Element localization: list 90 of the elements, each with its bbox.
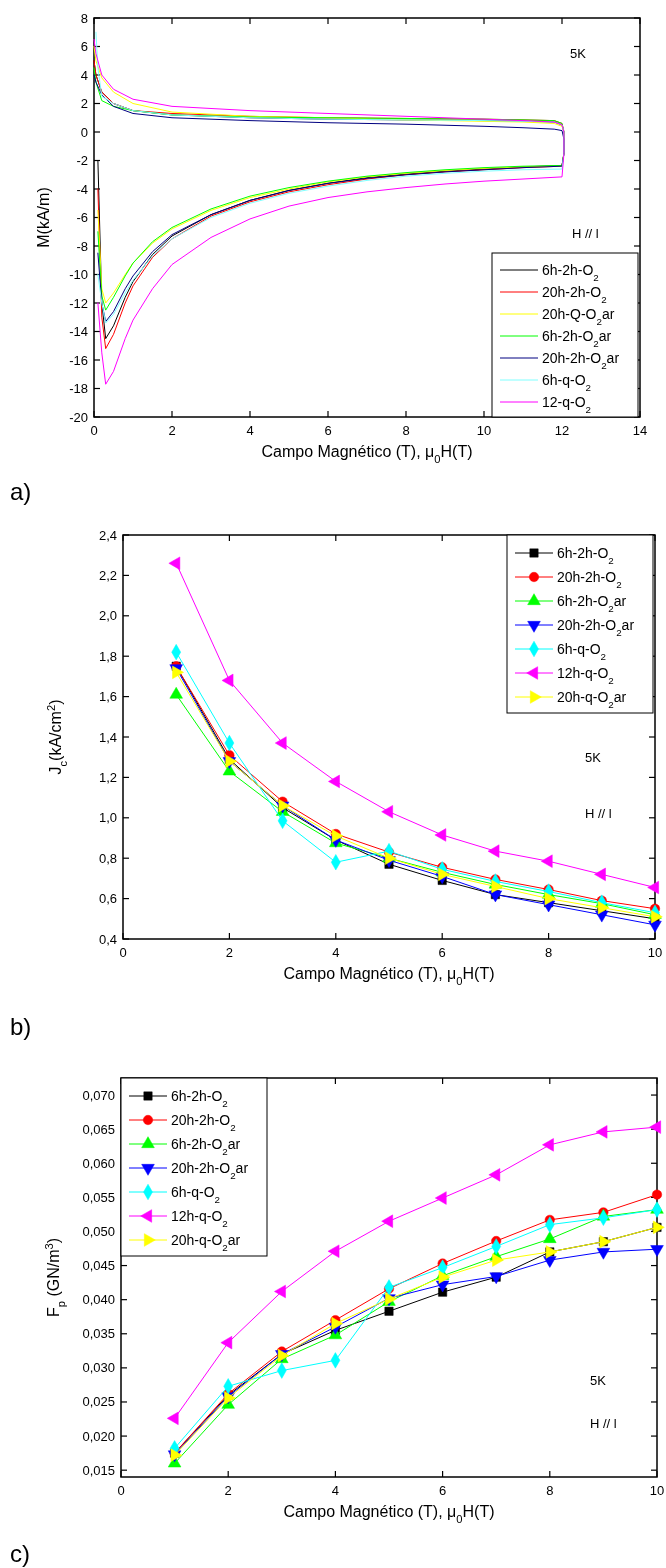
legend-label: 6h-q-O$_{2}$	[171, 1184, 221, 1205]
y-tick-label: 0,055	[82, 1189, 115, 1205]
legend-label: 6h-2h-O$_{2}$ar	[557, 593, 627, 614]
y-tick-label: 0	[80, 124, 88, 140]
legend-label: 20h-2h-O$_{2}$	[557, 569, 622, 590]
y-tick-label: 0,4	[98, 931, 117, 947]
x-axis-title: Campo Magnético (T), μ$_{0}$H(T)	[283, 1503, 495, 1525]
y-tick-label: 1,6	[98, 689, 117, 705]
annotation: 5K	[570, 46, 587, 61]
legend-label: 6h-q-O$_{2}$	[557, 641, 607, 662]
legend-label: 6h-2h-O$_{2}$ar	[542, 328, 612, 349]
x-tick-label: 4	[332, 945, 340, 960]
y-tick-label: 0,015	[82, 1462, 115, 1478]
y-tick-label: 0,065	[82, 1121, 115, 1137]
legend-label: 20h-Q-O$_{2}$ar	[542, 306, 615, 327]
x-tick-label: 2	[168, 423, 176, 438]
y-tick-label: 0,060	[82, 1155, 115, 1171]
y-tick-label: -8	[76, 238, 88, 254]
legend-label: 6h-2h-O$_{2}$	[542, 262, 599, 283]
x-tick-label: 10	[476, 423, 492, 438]
y-tick-label: 0,035	[82, 1326, 115, 1342]
y-tick-label: 0,8	[98, 850, 117, 866]
y-tick-label: -12	[69, 295, 88, 311]
y-tick-label: 0,020	[82, 1428, 115, 1444]
x-tick-label: 4	[331, 1483, 340, 1498]
y-tick-label: 4	[80, 67, 88, 83]
x-tick-label: 8	[546, 1483, 554, 1498]
x-tick-label: 6	[324, 423, 332, 438]
x-tick-label: 2	[225, 945, 234, 960]
y-tick-label: 0,6	[98, 891, 117, 907]
x-tick-label: 8	[402, 423, 410, 438]
legend-label: 20h-2h-O$_{2}$ar	[542, 350, 620, 371]
y-tick-label: 0,040	[82, 1292, 115, 1308]
y-tick-label: -20	[69, 409, 88, 425]
legend-label: 20h-q-O$_{2}$ar	[171, 1232, 241, 1253]
x-tick-label: 2	[224, 1483, 232, 1498]
y-tick-label: -6	[76, 210, 88, 225]
x-tick-label: 6	[438, 945, 446, 960]
y-tick-label: 1,0	[98, 810, 117, 826]
legend-label: 6h-2h-O$_{2}$	[171, 1088, 228, 1109]
annotation: 5K	[585, 750, 602, 765]
annotation: H // l	[572, 226, 599, 241]
x-tick-label: 0	[119, 945, 127, 960]
legend-label: 12h-q-O$_{2}$	[171, 1208, 228, 1229]
legend-label: 6h-q-O$_{2}$	[542, 372, 592, 393]
text: c)	[10, 1540, 30, 1567]
legend-label: 20h-2h-O$_{2}$	[171, 1112, 236, 1133]
x-tick-label: 14	[632, 423, 648, 438]
annotation: 5K	[590, 1373, 607, 1388]
x-tick-label: 6	[438, 1483, 447, 1498]
y-tick-label: 0,025	[82, 1394, 115, 1410]
y-tick-label: -16	[69, 352, 88, 368]
x-axis-title: Campo Magnético (T), μ$_{0}$H(T)	[283, 965, 495, 987]
legend-label: 12h-q-O$_{2}$	[557, 665, 614, 686]
x-tick-label: 8	[544, 945, 553, 960]
legend-label: 20h-2h-O$_{2}$ar	[171, 1160, 249, 1181]
legend-label: 20h-2h-O$_{2}$ar	[557, 617, 635, 638]
y-tick-label: -4	[76, 181, 88, 197]
x-axis-title: Campo Magnético (T), μ$_{0}$H(T)	[261, 443, 473, 465]
y-tick-label: 2,4	[98, 527, 117, 543]
legend-label: 6h-2h-O$_{2}$ar	[171, 1136, 241, 1157]
x-tick-label: 10	[647, 945, 663, 960]
y-tick-label: 2,0	[98, 608, 117, 624]
y-tick-label: 1,8	[98, 648, 117, 664]
y-tick-label: 0,030	[82, 1360, 115, 1376]
y-tick-label: 0,050	[82, 1223, 115, 1239]
text: b)	[10, 1013, 32, 1040]
x-tick-label: 4	[246, 423, 254, 438]
annotation: H // l	[590, 1416, 617, 1431]
y-tick-label: 2,2	[98, 567, 117, 583]
legend-label: 12-q-O$_{2}$	[542, 394, 592, 415]
y-tick-label: 2	[80, 96, 88, 111]
y-tick-label: 0,045	[82, 1258, 115, 1274]
y-tick-label: -14	[69, 324, 88, 339]
y-tick-label: -2	[76, 153, 88, 168]
y-tick-label: 6	[80, 39, 88, 54]
legend-label: 20h-q-O$_{2}$ar	[557, 689, 627, 710]
y-tick-label: 1,2	[98, 769, 117, 785]
legend-label: 20h-2h-O$_{2}$	[542, 284, 607, 305]
y-axis-title: M(kA/m)	[35, 187, 52, 248]
y-tick-label: 0,070	[82, 1087, 115, 1103]
y-tick-label: 8	[80, 10, 88, 26]
x-tick-label: 12	[554, 423, 570, 438]
y-tick-label: 1,4	[98, 729, 117, 745]
annotation: H // l	[585, 806, 612, 821]
legend-label: 6h-2h-O$_{2}$	[557, 545, 614, 566]
y-tick-label: -18	[69, 381, 88, 396]
x-tick-label: 10	[649, 1483, 665, 1498]
text: a)	[10, 478, 32, 505]
y-tick-label: -10	[69, 267, 88, 282]
